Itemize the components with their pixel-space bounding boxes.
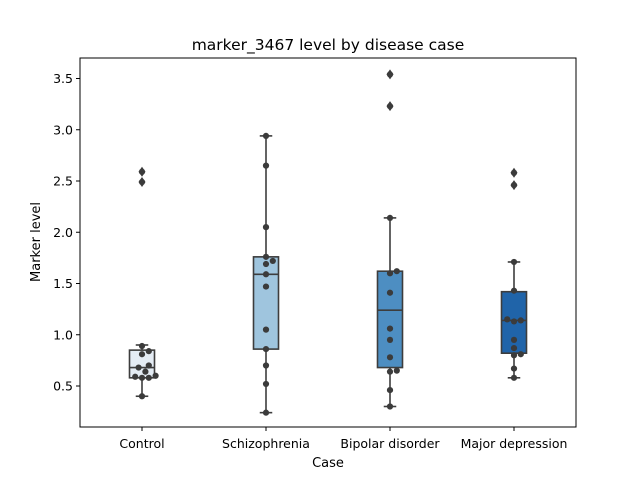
- box-group-0: [128, 166, 156, 398]
- data-point: [269, 257, 276, 265]
- y-tick-label: 2.5: [53, 174, 73, 189]
- data-point: [510, 169, 518, 176]
- data-point: [393, 268, 400, 275]
- y-axis: 0.5 1.0 1.5 2.0 2.5 3.0 3.5: [53, 71, 80, 394]
- data-point: [145, 362, 152, 369]
- x-tick-label: Control: [119, 436, 164, 451]
- data-point: [262, 260, 270, 268]
- chart-title: marker_3467 level by disease case: [192, 36, 465, 55]
- x-axis-label: Case: [312, 456, 344, 471]
- data-point: [510, 374, 518, 381]
- data-point: [138, 342, 146, 350]
- data-point: [504, 316, 511, 323]
- data-point: [262, 132, 270, 139]
- data-point: [510, 182, 518, 189]
- data-point: [386, 270, 394, 277]
- data-point: [132, 373, 139, 380]
- data-point: [262, 362, 270, 369]
- data-point: [152, 372, 159, 379]
- data-point: [517, 351, 524, 358]
- swarm-group-2: [386, 71, 400, 410]
- data-point: [138, 168, 146, 175]
- data-point: [142, 368, 149, 375]
- y-axis-label: Marker level: [29, 202, 44, 282]
- data-point: [135, 364, 142, 371]
- plot-area: [128, 69, 528, 416]
- x-tick-label: Bipolar disorder: [340, 436, 440, 451]
- data-point: [517, 317, 524, 324]
- data-point: [510, 258, 518, 266]
- data-point: [262, 346, 270, 353]
- y-tick-label: 0.5: [53, 379, 73, 394]
- y-tick-label: 1.0: [53, 327, 73, 342]
- data-point: [386, 103, 394, 110]
- data-point: [510, 318, 518, 325]
- data-point: [138, 393, 146, 400]
- data-point: [386, 214, 394, 221]
- y-tick-label: 3.5: [53, 71, 73, 86]
- data-point: [262, 326, 270, 333]
- y-tick-label: 3.0: [53, 122, 73, 137]
- swarm-group-0: [132, 168, 159, 400]
- data-point: [510, 365, 518, 372]
- data-point: [262, 409, 270, 416]
- data-point: [262, 253, 270, 260]
- data-point: [262, 224, 270, 231]
- x-tick-label: Major depression: [461, 436, 568, 451]
- data-point: [510, 352, 518, 359]
- box-group-2: [376, 69, 404, 408]
- data-point: [145, 374, 152, 381]
- y-tick-label: 1.5: [53, 276, 73, 291]
- swarm-group-1: [262, 132, 276, 416]
- data-point: [510, 287, 518, 294]
- data-point: [145, 348, 152, 355]
- box: [252, 256, 280, 350]
- data-point: [138, 374, 146, 381]
- data-point: [138, 351, 146, 358]
- data-point: [393, 367, 400, 374]
- data-point: [386, 354, 394, 361]
- data-point: [138, 178, 146, 186]
- data-point: [262, 162, 270, 169]
- data-point: [386, 403, 394, 410]
- data-point: [386, 289, 394, 296]
- data-point: [262, 283, 270, 290]
- y-tick-label: 2.0: [53, 225, 73, 240]
- box-group-1: [252, 135, 280, 414]
- data-point: [386, 368, 394, 375]
- data-point: [386, 387, 394, 394]
- data-point: [386, 71, 394, 78]
- plot-frame: [79, 57, 577, 428]
- data-point: [510, 344, 518, 352]
- swarm-group-3: [504, 169, 524, 381]
- box: [376, 270, 404, 369]
- data-point: [510, 336, 518, 343]
- data-point: [262, 271, 270, 278]
- data-point: [386, 325, 394, 332]
- data-point: [386, 336, 394, 343]
- data-point: [262, 380, 270, 388]
- x-axis: Control Schizophrenia Bipolar disorder Majo…: [119, 427, 567, 451]
- x-tick-label: Schizophrenia: [222, 436, 310, 451]
